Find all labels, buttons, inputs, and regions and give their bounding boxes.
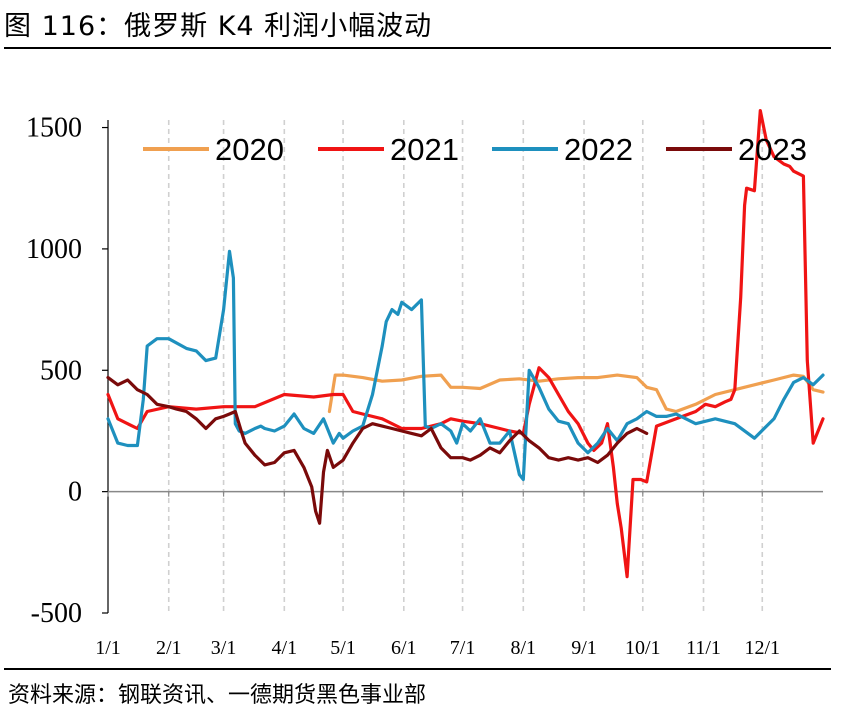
y-tick-label: 500 [40,355,82,386]
source-note: 资料来源：钢联资讯、一德期货黑色事业部 [8,683,427,708]
series-line-2022 [106,249,825,482]
x-tick-label: 3/1 [211,637,237,659]
x-tick-label: 1/1 [95,637,121,659]
gridlines [167,120,764,613]
y-tick-label: -500 [31,598,82,629]
x-tick-label: 7/1 [450,637,476,659]
legend-label-2023: 2023 [738,132,807,167]
series-lines [106,109,825,579]
x-tick-label: 8/1 [511,637,537,659]
x-tick-label: 4/1 [272,637,298,659]
title-rule [4,47,831,49]
y-tick-label: 1500 [26,113,82,144]
x-tick-label: 5/1 [330,637,356,659]
series-line-2020 [327,373,825,414]
x-tick-label: 10/1 [625,637,661,659]
x-tick-label: 11/1 [686,637,721,659]
figure-title: 图 116：俄罗斯 K4 利润小幅波动 [4,11,433,42]
axes: -500 0 500 1000 1500 1/1 2/1 3/1 4/1 5/1 6/1 7/1 8/1… [26,113,823,659]
legend-label-2022: 2022 [564,132,633,167]
x-tick-label: 6/1 [391,637,417,659]
y-tick-label: 1000 [26,234,82,265]
x-tick-label: 12/1 [744,637,780,659]
y-tick-label: 0 [68,477,82,508]
series-line-2021 [106,109,825,579]
legend-label-2021: 2021 [390,132,459,167]
series-line-2023 [106,376,649,525]
source-rule [4,668,831,670]
legend: 2020 2021 2022 2023 [143,132,807,167]
x-tick-label: 9/1 [571,637,597,659]
x-tick-label: 2/1 [156,637,182,659]
legend-label-2020: 2020 [215,132,284,167]
